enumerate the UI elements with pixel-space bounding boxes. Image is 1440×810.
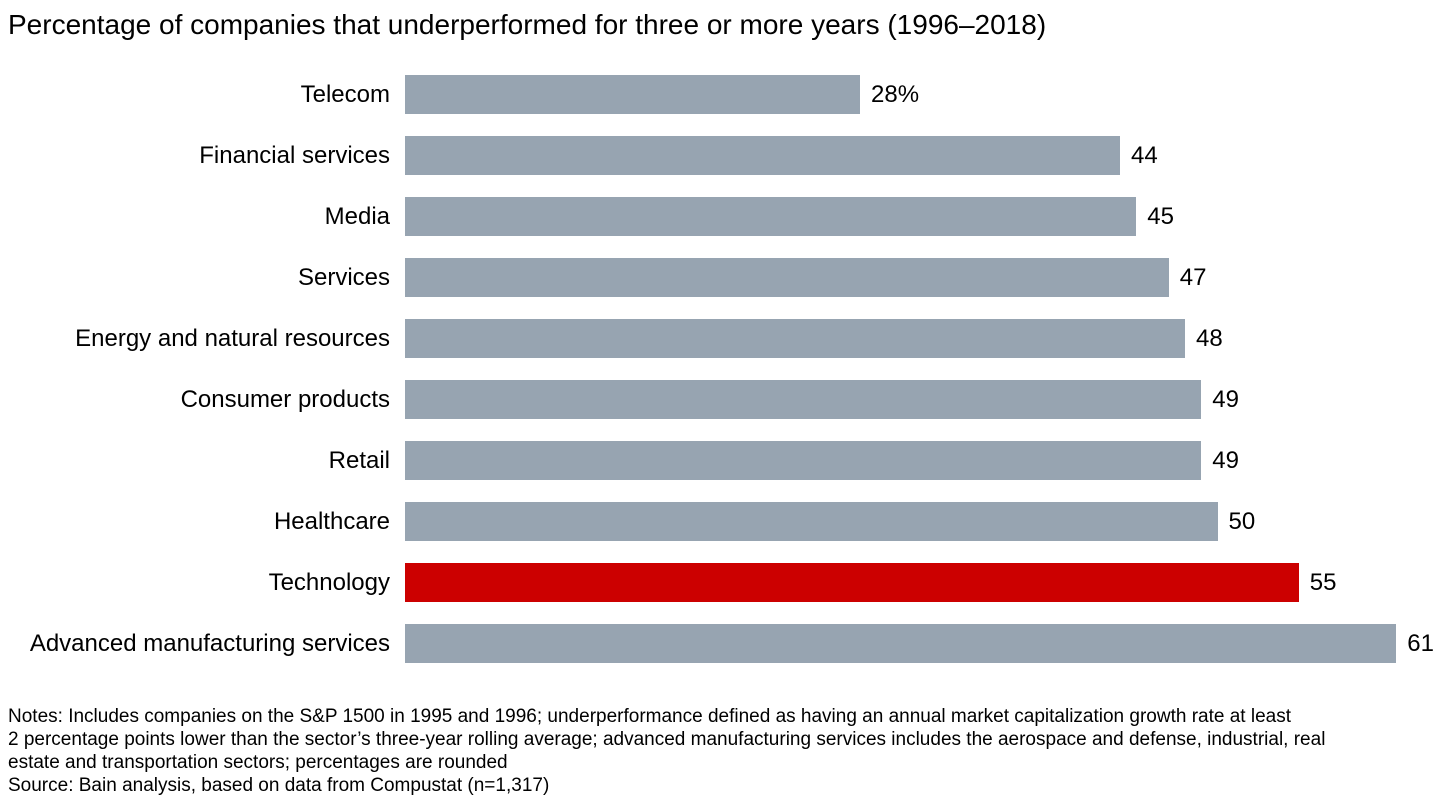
bar-row: Retail 49	[8, 430, 1440, 491]
bar-track: 45	[405, 197, 1440, 236]
value-label: 45	[1147, 202, 1174, 230]
bar	[405, 258, 1169, 297]
category-label: Advanced manufacturing services	[29, 629, 390, 657]
note-line: Notes: Includes companies on the S&P 150…	[8, 706, 1291, 727]
value-label: 44	[1131, 141, 1158, 169]
chart-title: Percentage of companies that underperfor…	[8, 9, 1047, 40]
category-label: Retail	[328, 446, 390, 474]
category-label: Healthcare	[273, 507, 390, 535]
bar-row: Services 47	[8, 247, 1440, 308]
value-label: 50	[1228, 507, 1256, 535]
value-label: 55	[1309, 568, 1337, 596]
bar-track: 44	[405, 136, 1440, 175]
bar	[405, 380, 1202, 419]
value-label: 61	[1407, 629, 1434, 657]
bar	[405, 441, 1202, 480]
bar-chart: Telecom 28% Financial services 44 Media 45 Ser…	[8, 64, 1440, 674]
note-line: estate and transportation sectors; perce…	[8, 752, 508, 773]
bar-row: Advanced manufacturing services 61	[8, 613, 1440, 674]
notes-block: Notes: Includes companies on the S&P 150…	[8, 705, 1440, 797]
bar	[405, 319, 1185, 358]
bar-row: Consumer products 49	[8, 369, 1440, 430]
bar-track: 55	[405, 563, 1440, 602]
bar-track: 49	[405, 380, 1440, 419]
category-label: Media	[324, 202, 390, 230]
category-label: Energy and natural resources	[75, 324, 390, 352]
bar	[405, 136, 1120, 175]
bar-row: Telecom 28%	[8, 64, 1440, 125]
bar-track: 28%	[405, 75, 1440, 114]
value-label: 49	[1212, 385, 1239, 413]
bar-track: 50	[405, 502, 1440, 541]
bar-track: 49	[405, 441, 1440, 480]
bar-track: 47	[405, 258, 1440, 297]
value-label: 47	[1179, 263, 1207, 291]
source-line: Source: Bain analysis, based on data fro…	[8, 775, 550, 796]
bar-track: 61	[405, 624, 1440, 663]
bar	[405, 563, 1299, 602]
category-label: Technology	[268, 568, 390, 596]
value-label: 49	[1212, 446, 1239, 474]
value-label: 48	[1196, 324, 1223, 352]
category-label: Services	[297, 263, 390, 291]
category-label: Telecom	[300, 80, 390, 108]
bar-row: Healthcare 50	[8, 491, 1440, 552]
bar	[405, 624, 1397, 663]
bar-track: 48	[405, 319, 1440, 358]
bar-row: Energy and natural resources 48	[8, 308, 1440, 369]
bar	[405, 502, 1218, 541]
category-label: Consumer products	[180, 385, 390, 413]
bar-row: Financial services 44	[8, 125, 1440, 186]
value-label: 28%	[871, 80, 920, 108]
bar	[405, 75, 860, 114]
bar-row: Technology 55	[8, 552, 1440, 613]
note-line: 2 percentage points lower than the secto…	[8, 729, 1326, 750]
bar	[405, 197, 1137, 236]
bar-row: Media 45	[8, 186, 1440, 247]
category-label: Financial services	[199, 141, 390, 169]
